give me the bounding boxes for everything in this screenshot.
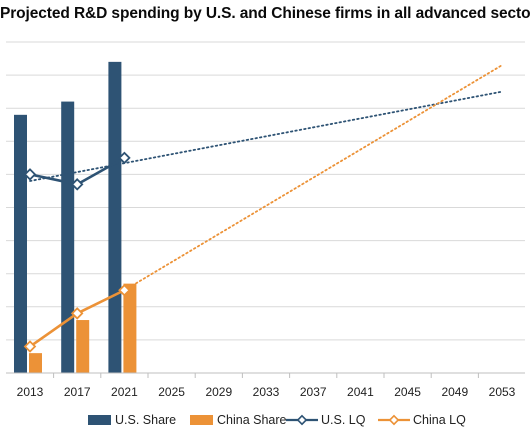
x-tick-label: 2033 bbox=[253, 385, 280, 399]
trend-lines bbox=[29, 64, 503, 292]
x-tick-label: 2037 bbox=[300, 385, 327, 399]
china-lq-marker bbox=[118, 283, 131, 297]
x-axis: 2013 2017 2021 2025 2029 2033 2037 2041 2045 2049… bbox=[6, 372, 525, 399]
china-lq-marker bbox=[23, 340, 37, 353]
chart-title: Projected R&D spending by U.S. and Chine… bbox=[0, 5, 530, 23]
legend-china-lq-label: China LQ bbox=[413, 413, 466, 427]
china-lq-trend-line bbox=[123, 64, 503, 292]
us-share-bar bbox=[14, 114, 27, 373]
legend-china-share-swatch bbox=[190, 415, 213, 425]
china-share-bar bbox=[123, 283, 137, 373]
x-tick-label: 2013 bbox=[17, 385, 44, 399]
us-share-bar bbox=[61, 101, 75, 373]
bars bbox=[14, 61, 137, 374]
us-lq-marker bbox=[23, 168, 37, 181]
x-tick-label: 2053 bbox=[489, 385, 516, 399]
legend-china-share-label: China Share bbox=[217, 413, 287, 427]
x-tick-label: 2041 bbox=[347, 385, 374, 399]
china-lq-marker bbox=[70, 307, 84, 320]
legend-us-lq-marker bbox=[296, 414, 308, 426]
x-tick-label: 2017 bbox=[64, 385, 91, 399]
china-share-bar bbox=[76, 320, 90, 373]
us-lq-marker bbox=[118, 151, 131, 165]
x-tick-label: 2045 bbox=[394, 385, 421, 399]
gridlines bbox=[6, 41, 525, 341]
x-tick-label: 2025 bbox=[158, 385, 185, 399]
x-tick-label: 2021 bbox=[111, 385, 138, 399]
us-share-bar bbox=[108, 61, 122, 374]
us-lq-trend-line bbox=[29, 90, 503, 182]
us-lq-marker bbox=[70, 178, 84, 191]
legend-us-share-label: U.S. Share bbox=[115, 413, 176, 427]
series-markers bbox=[23, 151, 131, 353]
legend-china-lq-marker bbox=[388, 414, 400, 426]
china-share-bar bbox=[29, 353, 42, 373]
legend-us-lq-label: U.S. LQ bbox=[321, 413, 366, 427]
legend: U.S. Share China Share U.S. LQ China LQ bbox=[88, 413, 466, 427]
legend-us-share-swatch bbox=[88, 415, 111, 425]
x-tick-label: 2029 bbox=[205, 385, 232, 399]
x-tick-label: 2049 bbox=[441, 385, 468, 399]
